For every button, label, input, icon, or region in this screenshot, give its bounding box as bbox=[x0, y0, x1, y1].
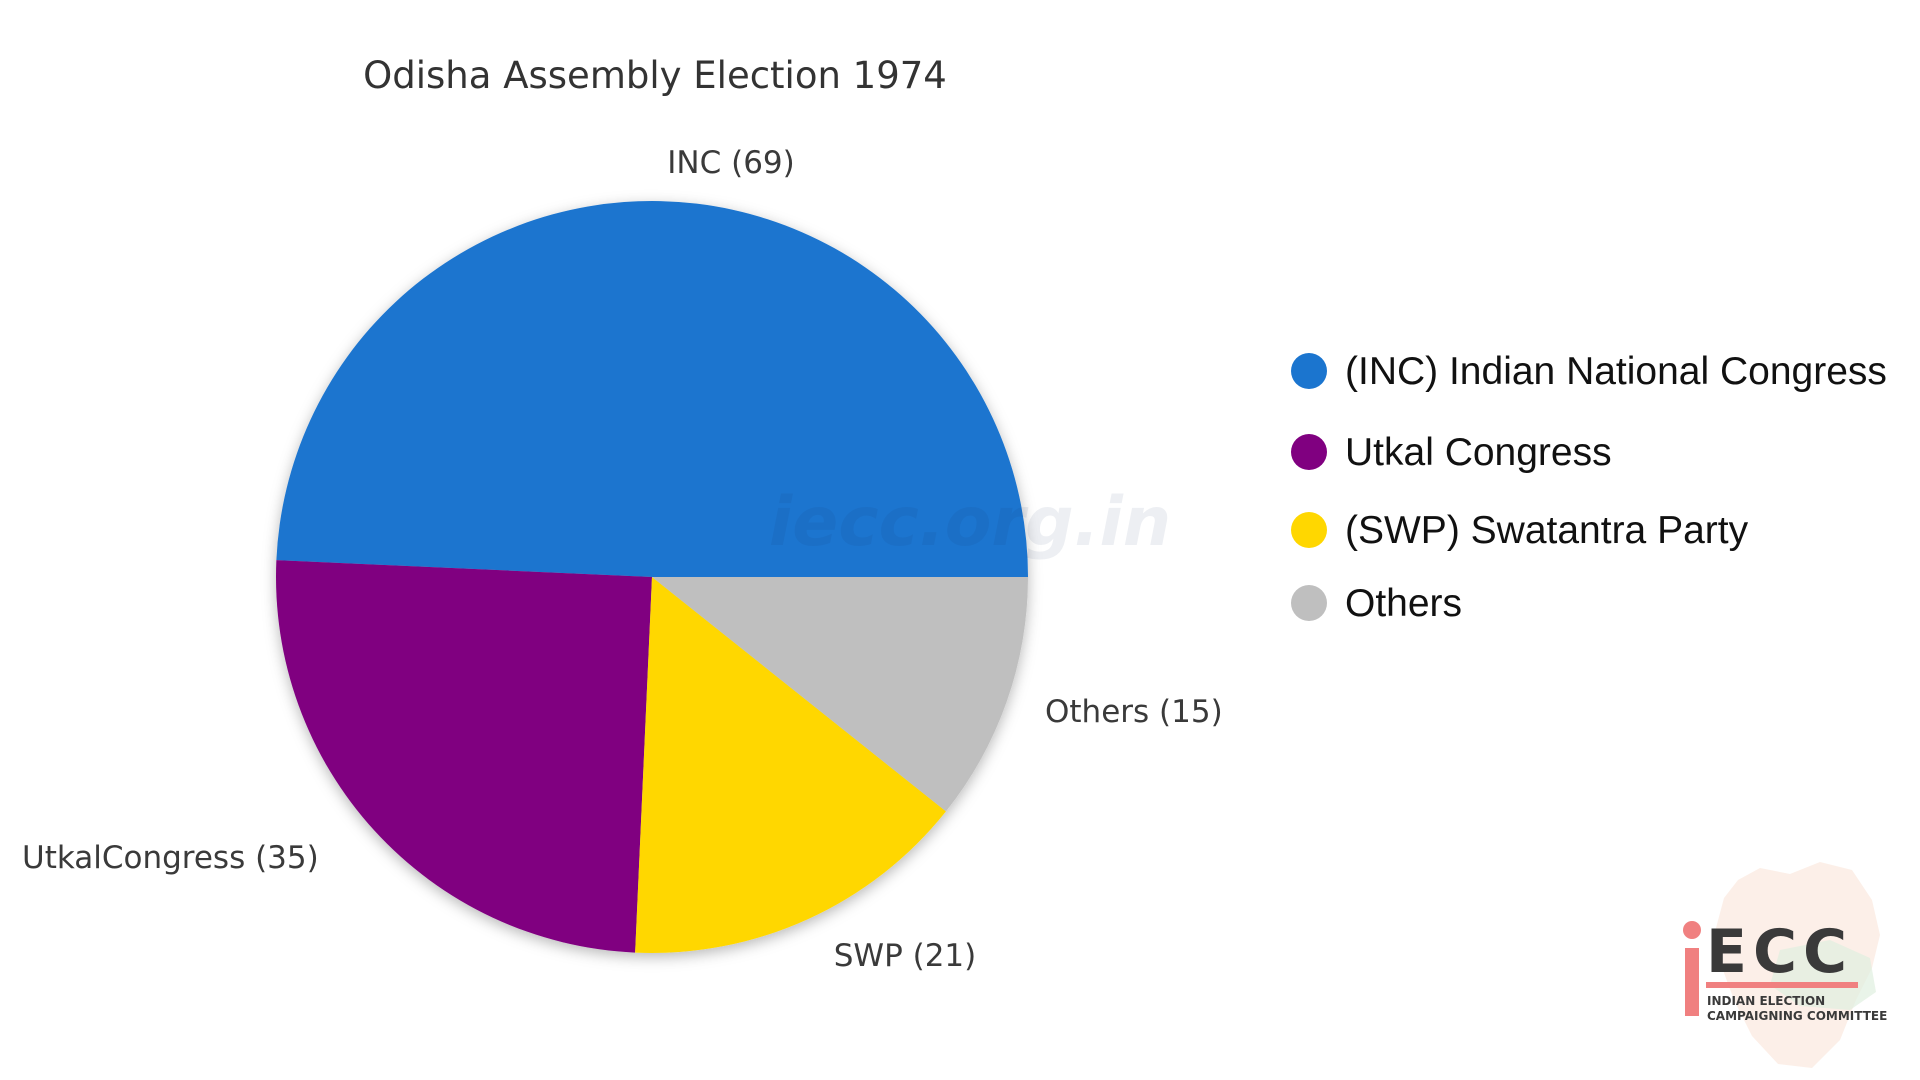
logo-i-stem bbox=[1685, 948, 1699, 1016]
pie-slice-2 bbox=[275, 560, 652, 953]
legend-label-2: Utkal Congress bbox=[1345, 431, 1612, 474]
legend-marker-2 bbox=[1291, 434, 1327, 470]
logo-mark: ECC bbox=[1706, 917, 1853, 987]
iecc-logo: ECC INDIAN ELECTION CAMPAIGNING COMMITTE… bbox=[1683, 862, 1887, 1068]
legend-marker-1 bbox=[1291, 353, 1327, 389]
pie-slice-1 bbox=[276, 201, 1028, 577]
slice-label-4: Others (15) bbox=[1045, 694, 1223, 730]
legend-marker-4 bbox=[1291, 585, 1327, 621]
chart-title: Odisha Assembly Election 1974 bbox=[363, 54, 947, 97]
logo-line-2: CAMPAIGNING COMMITTEE bbox=[1707, 1009, 1887, 1023]
legend-label-4: Others bbox=[1345, 582, 1462, 625]
watermark: iecc.org.in bbox=[769, 483, 1171, 562]
map-green-band bbox=[1770, 940, 1876, 1010]
slice-label-3: SWP (21) bbox=[834, 938, 977, 974]
slice-label-2: UtkalCongress (35) bbox=[22, 840, 319, 876]
legend-label-1: (INC) Indian National Congress bbox=[1345, 350, 1887, 393]
slice-label-1: INC (69) bbox=[667, 145, 794, 181]
logo-i-dot bbox=[1683, 921, 1701, 939]
logo-underline bbox=[1706, 982, 1858, 988]
pie-slice-4 bbox=[652, 577, 1028, 812]
legend-label-3: (SWP) Swatantra Party bbox=[1345, 509, 1749, 552]
pie-slices bbox=[275, 201, 1028, 953]
pie-slice-3 bbox=[635, 577, 946, 953]
legend-marker-3 bbox=[1291, 512, 1327, 548]
pie-slice-labels: INC (69) UtkalCongress (35) SWP (21) Others… bbox=[22, 145, 1223, 974]
logo-line-1: INDIAN ELECTION bbox=[1707, 994, 1825, 1008]
legend: (INC) Indian National Congress Utkal Cong… bbox=[1291, 350, 1887, 625]
